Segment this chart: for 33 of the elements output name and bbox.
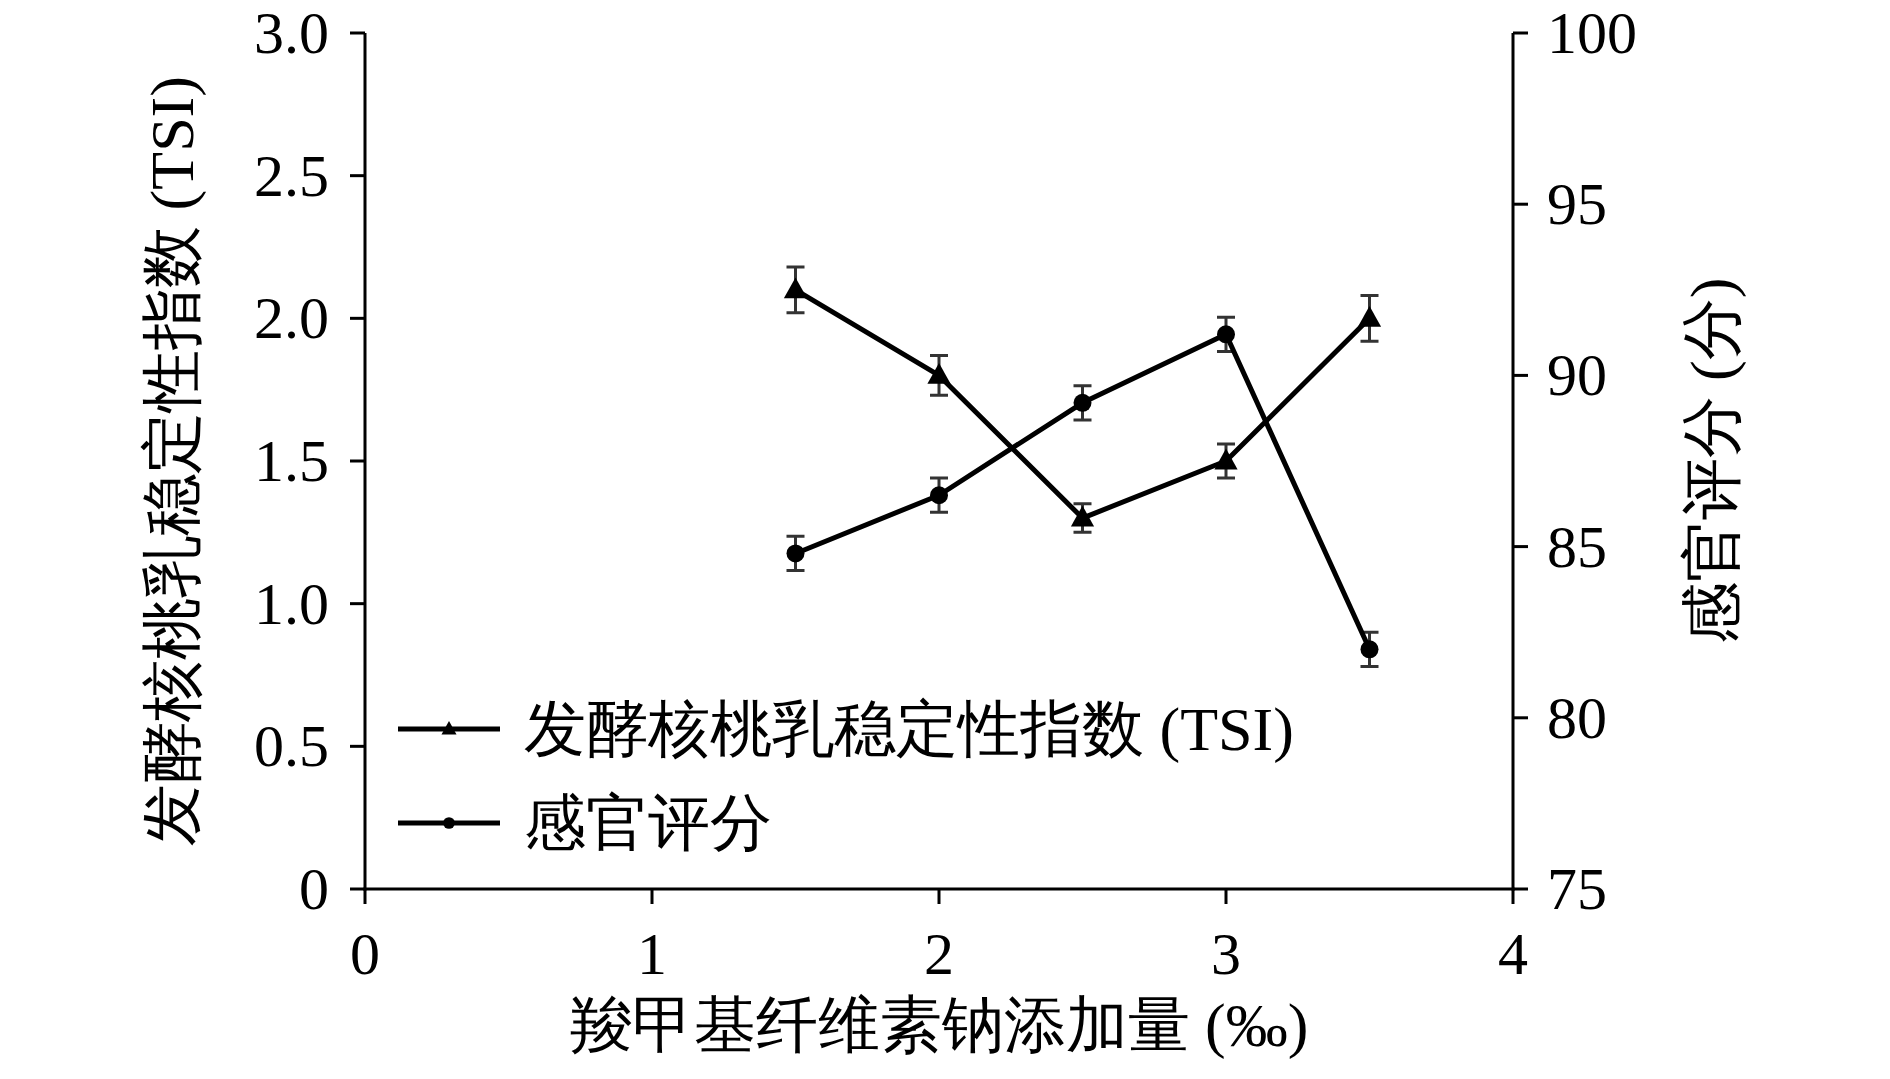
point: [927, 363, 951, 384]
legend-label: 感官评分: [524, 789, 772, 857]
legend-label: 发酵核桃乳稳定性指数 (TSI): [524, 695, 1294, 764]
y2-axis-title: 感官评分 (分): [1678, 277, 1747, 645]
y-tick-label: 1.5: [254, 428, 329, 494]
point: [783, 277, 808, 299]
x-tick-label: 4: [1498, 921, 1528, 987]
y-tick-label: 3.0: [254, 0, 329, 66]
y2-tick-label: 90: [1547, 342, 1607, 409]
x-tick-label: 0: [350, 921, 380, 987]
point: [1070, 505, 1095, 527]
point: [1357, 305, 1382, 327]
y2-tick-label: 100: [1547, 0, 1637, 66]
point: [930, 486, 948, 505]
x-tick-label: 1: [637, 921, 667, 987]
x-tick-label: 3: [1211, 921, 1241, 987]
x-tick-label: 2: [924, 921, 954, 987]
y2-tick-label: 85: [1547, 513, 1607, 580]
y-tick-label: 1.0: [254, 570, 329, 637]
y-tick-label: 2.5: [254, 142, 329, 209]
y2-tick-label: 80: [1547, 684, 1607, 751]
point: [1214, 448, 1238, 470]
x-axis-title: 羧甲基纤维素钠添加量 (‰): [569, 991, 1309, 1060]
point: [1217, 325, 1235, 344]
y-axis-title: 发酵核桃乳稳定性指数 (TSI): [138, 76, 207, 846]
point: [1073, 393, 1092, 412]
y-tick-label: 0: [299, 856, 329, 922]
y2-tick-label: 75: [1547, 856, 1607, 922]
point: [1360, 640, 1379, 659]
y-tick-label: 2.0: [254, 285, 329, 352]
y-tick-label: 0.5: [254, 713, 329, 780]
point: [786, 544, 805, 563]
y2-tick-label: 95: [1547, 171, 1607, 238]
